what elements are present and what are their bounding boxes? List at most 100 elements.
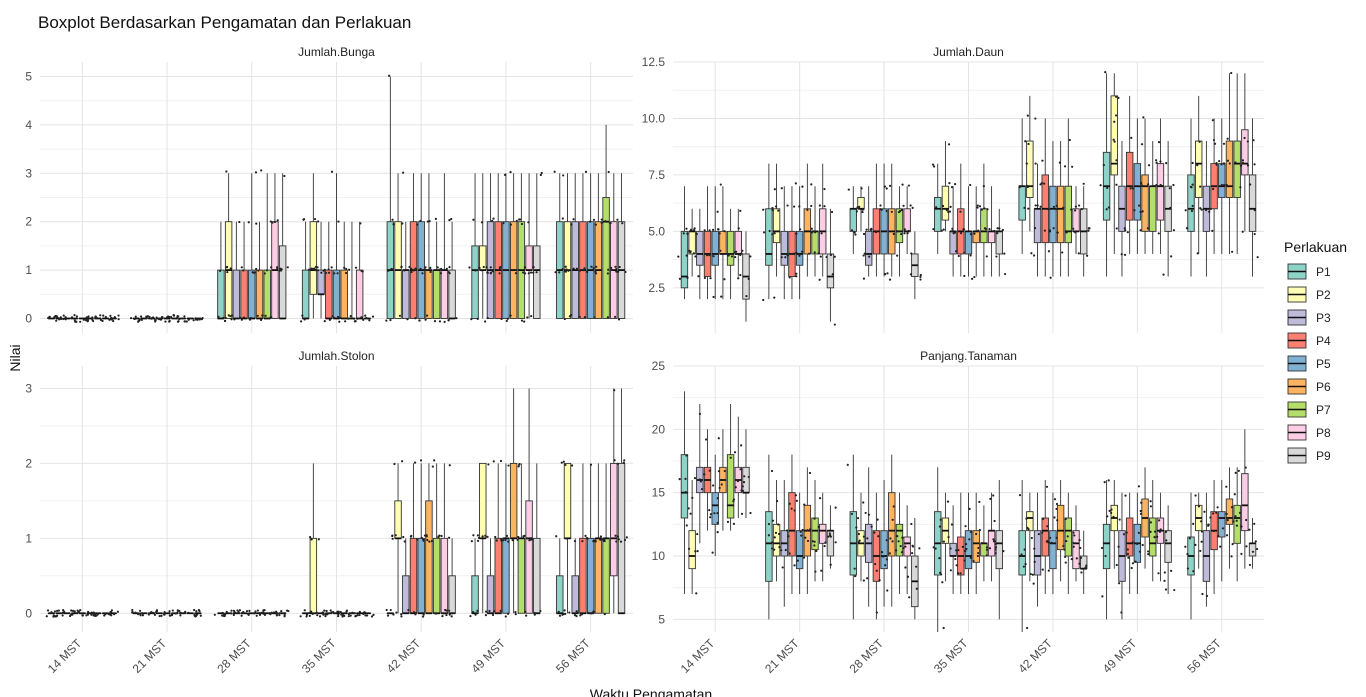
data-point <box>283 174 286 178</box>
data-point <box>117 318 120 321</box>
data-point <box>708 254 711 257</box>
jitter-points <box>468 171 543 323</box>
data-point <box>131 608 134 612</box>
data-point <box>774 205 778 208</box>
data-point <box>310 610 313 613</box>
data-point <box>880 550 884 554</box>
data-point <box>46 609 50 612</box>
data-point <box>340 613 343 616</box>
data-point <box>1234 515 1237 518</box>
box-body <box>309 537 318 614</box>
data-point <box>693 477 697 480</box>
box-body <box>217 269 225 319</box>
data-point <box>511 539 514 542</box>
data-point <box>862 501 865 504</box>
data-point <box>280 610 283 613</box>
box-p1 <box>556 538 564 615</box>
data-point <box>965 542 968 546</box>
data-point <box>794 494 798 497</box>
data-point <box>555 535 558 538</box>
data-point <box>360 316 363 319</box>
data-point <box>1029 572 1032 576</box>
data-point <box>570 313 573 317</box>
data-point <box>678 277 682 280</box>
jitter-points <box>931 143 1007 280</box>
data-point <box>1147 550 1150 553</box>
data-point <box>617 318 621 321</box>
box-p7 <box>602 124 610 319</box>
data-point <box>986 208 989 211</box>
data-point <box>59 316 62 319</box>
data-point <box>594 539 597 542</box>
data-point <box>278 612 281 615</box>
data-point <box>242 269 245 272</box>
data-point <box>324 271 328 275</box>
data-point <box>1209 516 1212 519</box>
data-point <box>976 204 979 207</box>
data-point <box>599 535 603 538</box>
data-point <box>1043 182 1046 185</box>
data-point <box>874 562 877 566</box>
data-point <box>344 271 348 275</box>
data-point <box>338 316 342 320</box>
legend-item-p7: P7 <box>1287 401 1331 418</box>
data-point <box>1131 541 1134 544</box>
data-point <box>603 613 606 616</box>
data-point <box>727 253 731 256</box>
data-point <box>1052 227 1055 230</box>
box-p7 <box>517 463 526 614</box>
data-point <box>942 228 945 231</box>
data-point <box>1062 206 1065 209</box>
data-point <box>419 219 422 222</box>
data-point <box>955 564 958 567</box>
data-point <box>889 537 892 540</box>
data-point <box>829 563 832 566</box>
data-point <box>1055 208 1058 211</box>
jitter-points <box>217 169 289 323</box>
data-point <box>236 609 239 612</box>
data-point <box>685 227 688 230</box>
box-body <box>563 462 572 539</box>
data-point <box>485 266 488 269</box>
box-body <box>556 575 564 614</box>
jitter-points <box>677 183 752 299</box>
data-point <box>424 268 427 271</box>
data-point <box>900 233 903 236</box>
data-point <box>1082 182 1085 185</box>
data-point <box>199 614 202 617</box>
data-point <box>1125 531 1128 534</box>
data-point <box>996 232 999 235</box>
data-point <box>305 613 309 616</box>
data-point <box>1140 143 1144 146</box>
data-point <box>749 511 752 515</box>
data-point <box>708 469 711 472</box>
data-point <box>954 183 957 186</box>
data-point <box>809 528 812 531</box>
data-point <box>1234 471 1237 475</box>
data-point <box>321 611 324 614</box>
data-point <box>1244 466 1247 469</box>
data-point <box>773 188 776 191</box>
data-point <box>254 610 257 613</box>
data-point <box>1115 183 1118 186</box>
data-point <box>523 272 527 275</box>
box-p4 <box>872 492 881 620</box>
data-point <box>248 609 251 612</box>
data-point <box>693 228 696 232</box>
data-point <box>279 269 283 272</box>
y-tick-label: 0 <box>25 606 32 620</box>
data-point <box>788 276 791 279</box>
box-p9 <box>826 505 835 569</box>
box-p8 <box>440 463 449 615</box>
data-point <box>915 565 918 568</box>
data-point <box>749 255 752 258</box>
data-point <box>705 254 709 257</box>
box-body <box>1049 185 1057 244</box>
data-point <box>613 389 616 392</box>
data-point <box>1101 595 1104 598</box>
data-point <box>178 317 181 321</box>
data-point <box>314 269 317 272</box>
data-point <box>886 589 889 592</box>
data-point <box>1163 571 1166 574</box>
data-point <box>614 265 617 268</box>
